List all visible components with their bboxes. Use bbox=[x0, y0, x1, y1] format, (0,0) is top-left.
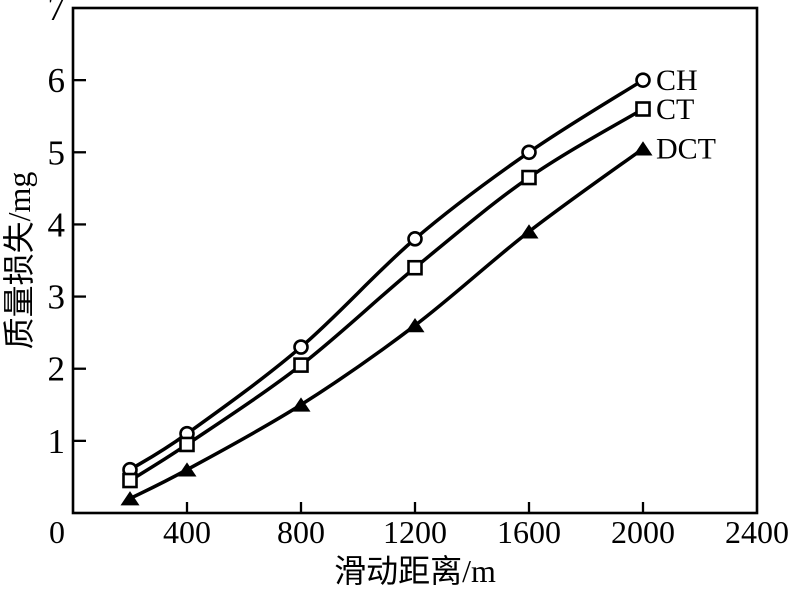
x-tick-label: 0 bbox=[49, 514, 65, 550]
open-square-marker bbox=[635, 101, 651, 117]
x-tick-label: 2000 bbox=[611, 514, 675, 550]
y-tick-label: 7 bbox=[48, 0, 66, 28]
open-circle-marker bbox=[407, 231, 423, 247]
series-line-CH bbox=[129, 78, 644, 472]
y-tick-label: 1 bbox=[48, 422, 66, 461]
legend-label-DCT: DCT bbox=[656, 133, 716, 166]
open-square-marker bbox=[521, 169, 537, 186]
series-line-CT bbox=[129, 107, 644, 483]
legend-label-CT: CT bbox=[656, 93, 694, 126]
filled-triangle-marker bbox=[405, 318, 425, 333]
y-tick-label: 5 bbox=[48, 133, 66, 172]
open-square-marker bbox=[407, 259, 423, 276]
x-tick-label: 1200 bbox=[383, 514, 447, 550]
y-tick-label: 2 bbox=[48, 350, 66, 389]
open-square-marker bbox=[293, 357, 309, 373]
filled-triangle-marker bbox=[177, 462, 197, 477]
plot-border bbox=[71, 6, 759, 515]
open-square-marker bbox=[179, 436, 195, 453]
x-axis-title: 滑动距离/m bbox=[334, 553, 496, 589]
series-line-DCT bbox=[129, 147, 645, 501]
legend-label-CH: CH bbox=[656, 64, 698, 97]
open-circle-marker bbox=[635, 72, 651, 88]
open-square-marker bbox=[122, 472, 138, 489]
filled-triangle-marker bbox=[519, 224, 539, 239]
filled-triangle-marker bbox=[120, 491, 140, 506]
filled-triangle-marker bbox=[633, 141, 653, 156]
x-tick-label: 2400 bbox=[725, 514, 788, 550]
y-tick-label: 4 bbox=[48, 205, 66, 244]
open-circle-marker bbox=[521, 144, 537, 161]
y-tick-label: 3 bbox=[48, 278, 66, 317]
x-tick-label: 1600 bbox=[497, 514, 561, 550]
y-axis-title: 质量损失/mg bbox=[1, 172, 37, 350]
open-circle-marker bbox=[293, 339, 309, 355]
x-tick-label: 400 bbox=[163, 514, 211, 550]
filled-triangle-marker bbox=[291, 397, 311, 412]
y-tick-label: 6 bbox=[48, 61, 66, 100]
x-tick-label: 800 bbox=[277, 514, 325, 550]
